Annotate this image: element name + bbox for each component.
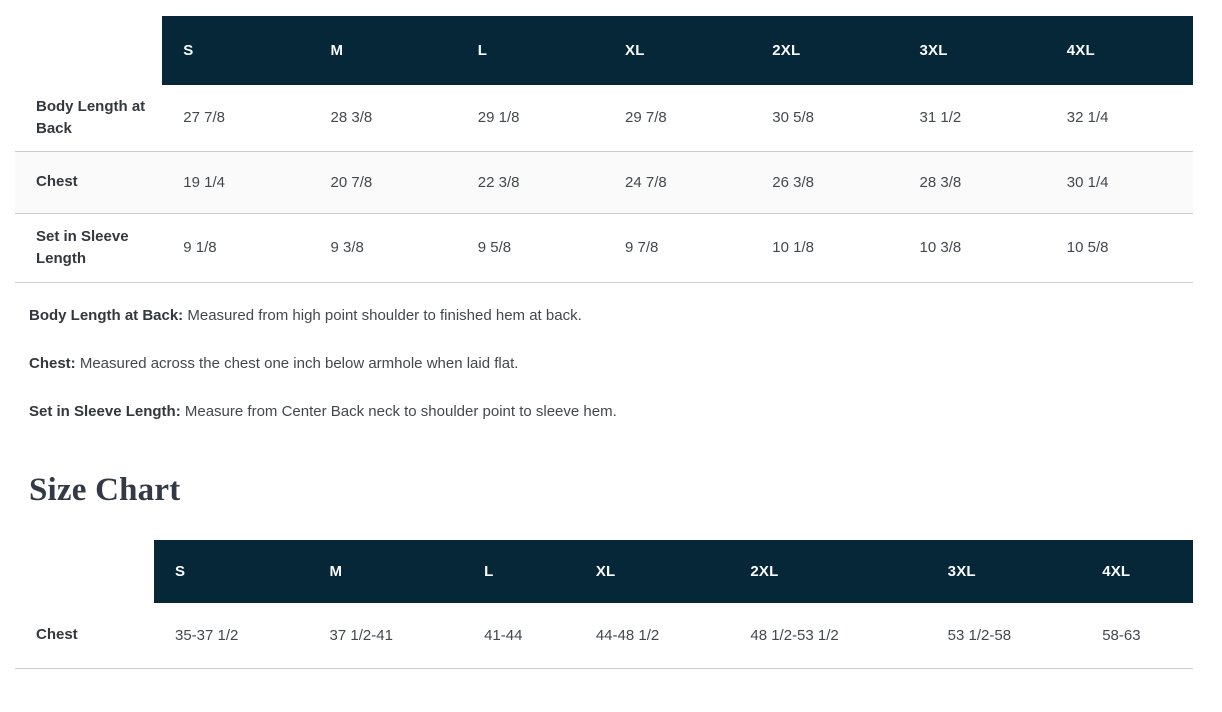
size-column-header-m: M: [308, 539, 464, 603]
row-label: Chest: [15, 150, 163, 214]
note-body-length: Body Length at Back: Measured from high …: [29, 306, 1193, 326]
table-row-chest: Chest 19 1/4 20 7/8 22 3/8 24 7/8 26 3/8…: [15, 150, 1193, 214]
row-label: Chest: [15, 602, 154, 669]
size-column-header-2xl: 2XL: [729, 539, 927, 603]
measurement-cell: 30 5/8: [772, 109, 814, 127]
note-definition: Measured from high point shoulder to fin…: [187, 306, 582, 324]
size-range-cell: 48 1/2-53 1/2: [729, 602, 927, 669]
row-label: Body Length at Back: [36, 97, 146, 137]
size-column-header-4xl: 4XL: [1081, 539, 1193, 603]
table-row-chest-range: Chest 35-37 1/2 37 1/2-41 41-44 44-48 1/…: [15, 602, 1193, 669]
measurement-cell: 29 1/8: [477, 109, 520, 127]
measurement-cell: 10 3/8: [898, 213, 1046, 283]
measurement-cell: 28 3/8: [330, 109, 373, 127]
measurement-cell: 31 1/2: [919, 109, 962, 127]
measurement-cell: 24 7/8: [604, 150, 752, 214]
measurement-cell: 9 1/8: [162, 213, 310, 283]
measurement-cell: 9 7/8: [604, 213, 752, 283]
size-column-header-l: L: [456, 16, 604, 85]
garment-measurements-table: S M L XL 2XL 3XL 4XL Body Length at Back…: [15, 16, 1193, 283]
size-range-cell: 58-63: [1081, 602, 1193, 669]
note-sleeve-length: Set in Sleeve Length: Measure from Cente…: [29, 402, 1193, 422]
size-column-header-3xl: 3XL: [898, 16, 1046, 85]
measurement-cell: 32 1/4: [1066, 109, 1109, 127]
measurement-notes: Body Length at Back: Measured from high …: [29, 306, 1193, 422]
size-column-header-2xl: 2XL: [751, 16, 899, 85]
measurement-cell: 30 1/4: [1045, 150, 1193, 214]
size-range-cell: 37 1/2-41: [308, 602, 464, 669]
measurement-cell: 29 7/8: [625, 109, 667, 127]
measurement-cell: 26 3/8: [751, 150, 899, 214]
table-row-sleeve-length: Set in Sleeve Length 9 1/8 9 3/8 9 5/8 9…: [15, 213, 1193, 283]
measurement-cell: 9 5/8: [456, 213, 604, 283]
note-chest: Chest: Measured across the chest one inc…: [29, 354, 1193, 374]
size-chart-heading: Size Chart: [29, 471, 181, 508]
size-column-header-xl: XL: [574, 539, 730, 603]
body-size-chart-table: S M L XL 2XL 3XL 4XL Chest 35-37 1/2 37 …: [15, 539, 1193, 669]
measurement-cell: 10 1/8: [751, 213, 899, 283]
size-chart-section: S M L XL 2XL 3XL 4XL Body Length at Back…: [15, 16, 1193, 669]
corner-cell: [15, 16, 162, 85]
table-row-body-length: Body Length at Back 27 7/8 28 3/8 29 1/8…: [15, 85, 1193, 151]
note-term: Set in Sleeve Length:: [29, 402, 181, 420]
size-range-cell: 41-44: [463, 602, 575, 669]
size-column-header-4xl: 4XL: [1045, 16, 1193, 85]
size-range-cell: 53 1/2-58: [926, 602, 1082, 669]
note-term: Chest:: [29, 354, 76, 372]
size-range-cell: 44-48 1/2: [574, 602, 730, 669]
corner-cell: [15, 540, 154, 603]
size-column-header-s: S: [154, 539, 309, 603]
size-column-header-s: S: [162, 16, 310, 85]
measurement-cell: 10 5/8: [1045, 213, 1193, 283]
measurement-cell: 9 3/8: [309, 213, 457, 283]
size-chart-table-header: S M L XL 2XL 3XL 4XL: [15, 539, 1193, 603]
row-label: Set in Sleeve Length: [15, 213, 163, 283]
size-column-header-xl: XL: [604, 16, 752, 85]
measurement-cell: 20 7/8: [309, 150, 457, 214]
size-range-cell: 35-37 1/2: [154, 602, 309, 669]
size-column-header-3xl: 3XL: [926, 539, 1082, 603]
measurement-cell: 22 3/8: [456, 150, 604, 214]
note-definition: Measured across the chest one inch below…: [79, 354, 519, 372]
size-column-header-m: M: [309, 16, 457, 85]
note-term: Body Length at Back:: [29, 306, 184, 324]
measurement-cell: 28 3/8: [898, 150, 1046, 214]
measurement-cell: 27 7/8: [183, 109, 225, 127]
measurements-table-header: S M L XL 2XL 3XL 4XL: [15, 16, 1193, 85]
note-definition: Measure from Center Back neck to shoulde…: [184, 402, 617, 420]
size-column-header-l: L: [463, 539, 575, 603]
measurement-cell: 19 1/4: [162, 150, 310, 214]
